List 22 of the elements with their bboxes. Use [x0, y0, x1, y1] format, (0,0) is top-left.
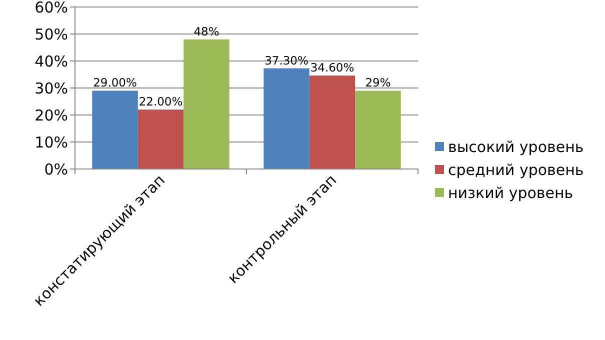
data-label: 22.00% — [138, 94, 183, 109]
data-label: 29% — [365, 76, 391, 90]
y-tick-label: 30% — [34, 79, 68, 98]
bar — [184, 39, 230, 169]
data-label: 48% — [194, 24, 220, 38]
y-tick-label: 20% — [34, 106, 68, 124]
data-label: 34.60% — [310, 60, 354, 75]
bar — [264, 68, 310, 169]
y-tick-label: 60% — [34, 0, 68, 16]
data-label: 37.30% — [264, 53, 309, 68]
bar — [355, 90, 401, 169]
legend-label: низкий уровень — [448, 184, 574, 202]
legend-label: средний уровень — [448, 161, 584, 179]
bar — [309, 76, 356, 169]
y-tick-label: 40% — [34, 52, 68, 70]
legend-label: высокий уровень — [448, 138, 584, 156]
bar — [92, 90, 138, 169]
y-tick-label: 50% — [34, 25, 68, 44]
data-label: 29.00% — [93, 76, 138, 90]
y-tick-label: 0% — [44, 160, 68, 178]
y-tick-label: 10% — [34, 133, 68, 152]
bar — [138, 110, 184, 169]
